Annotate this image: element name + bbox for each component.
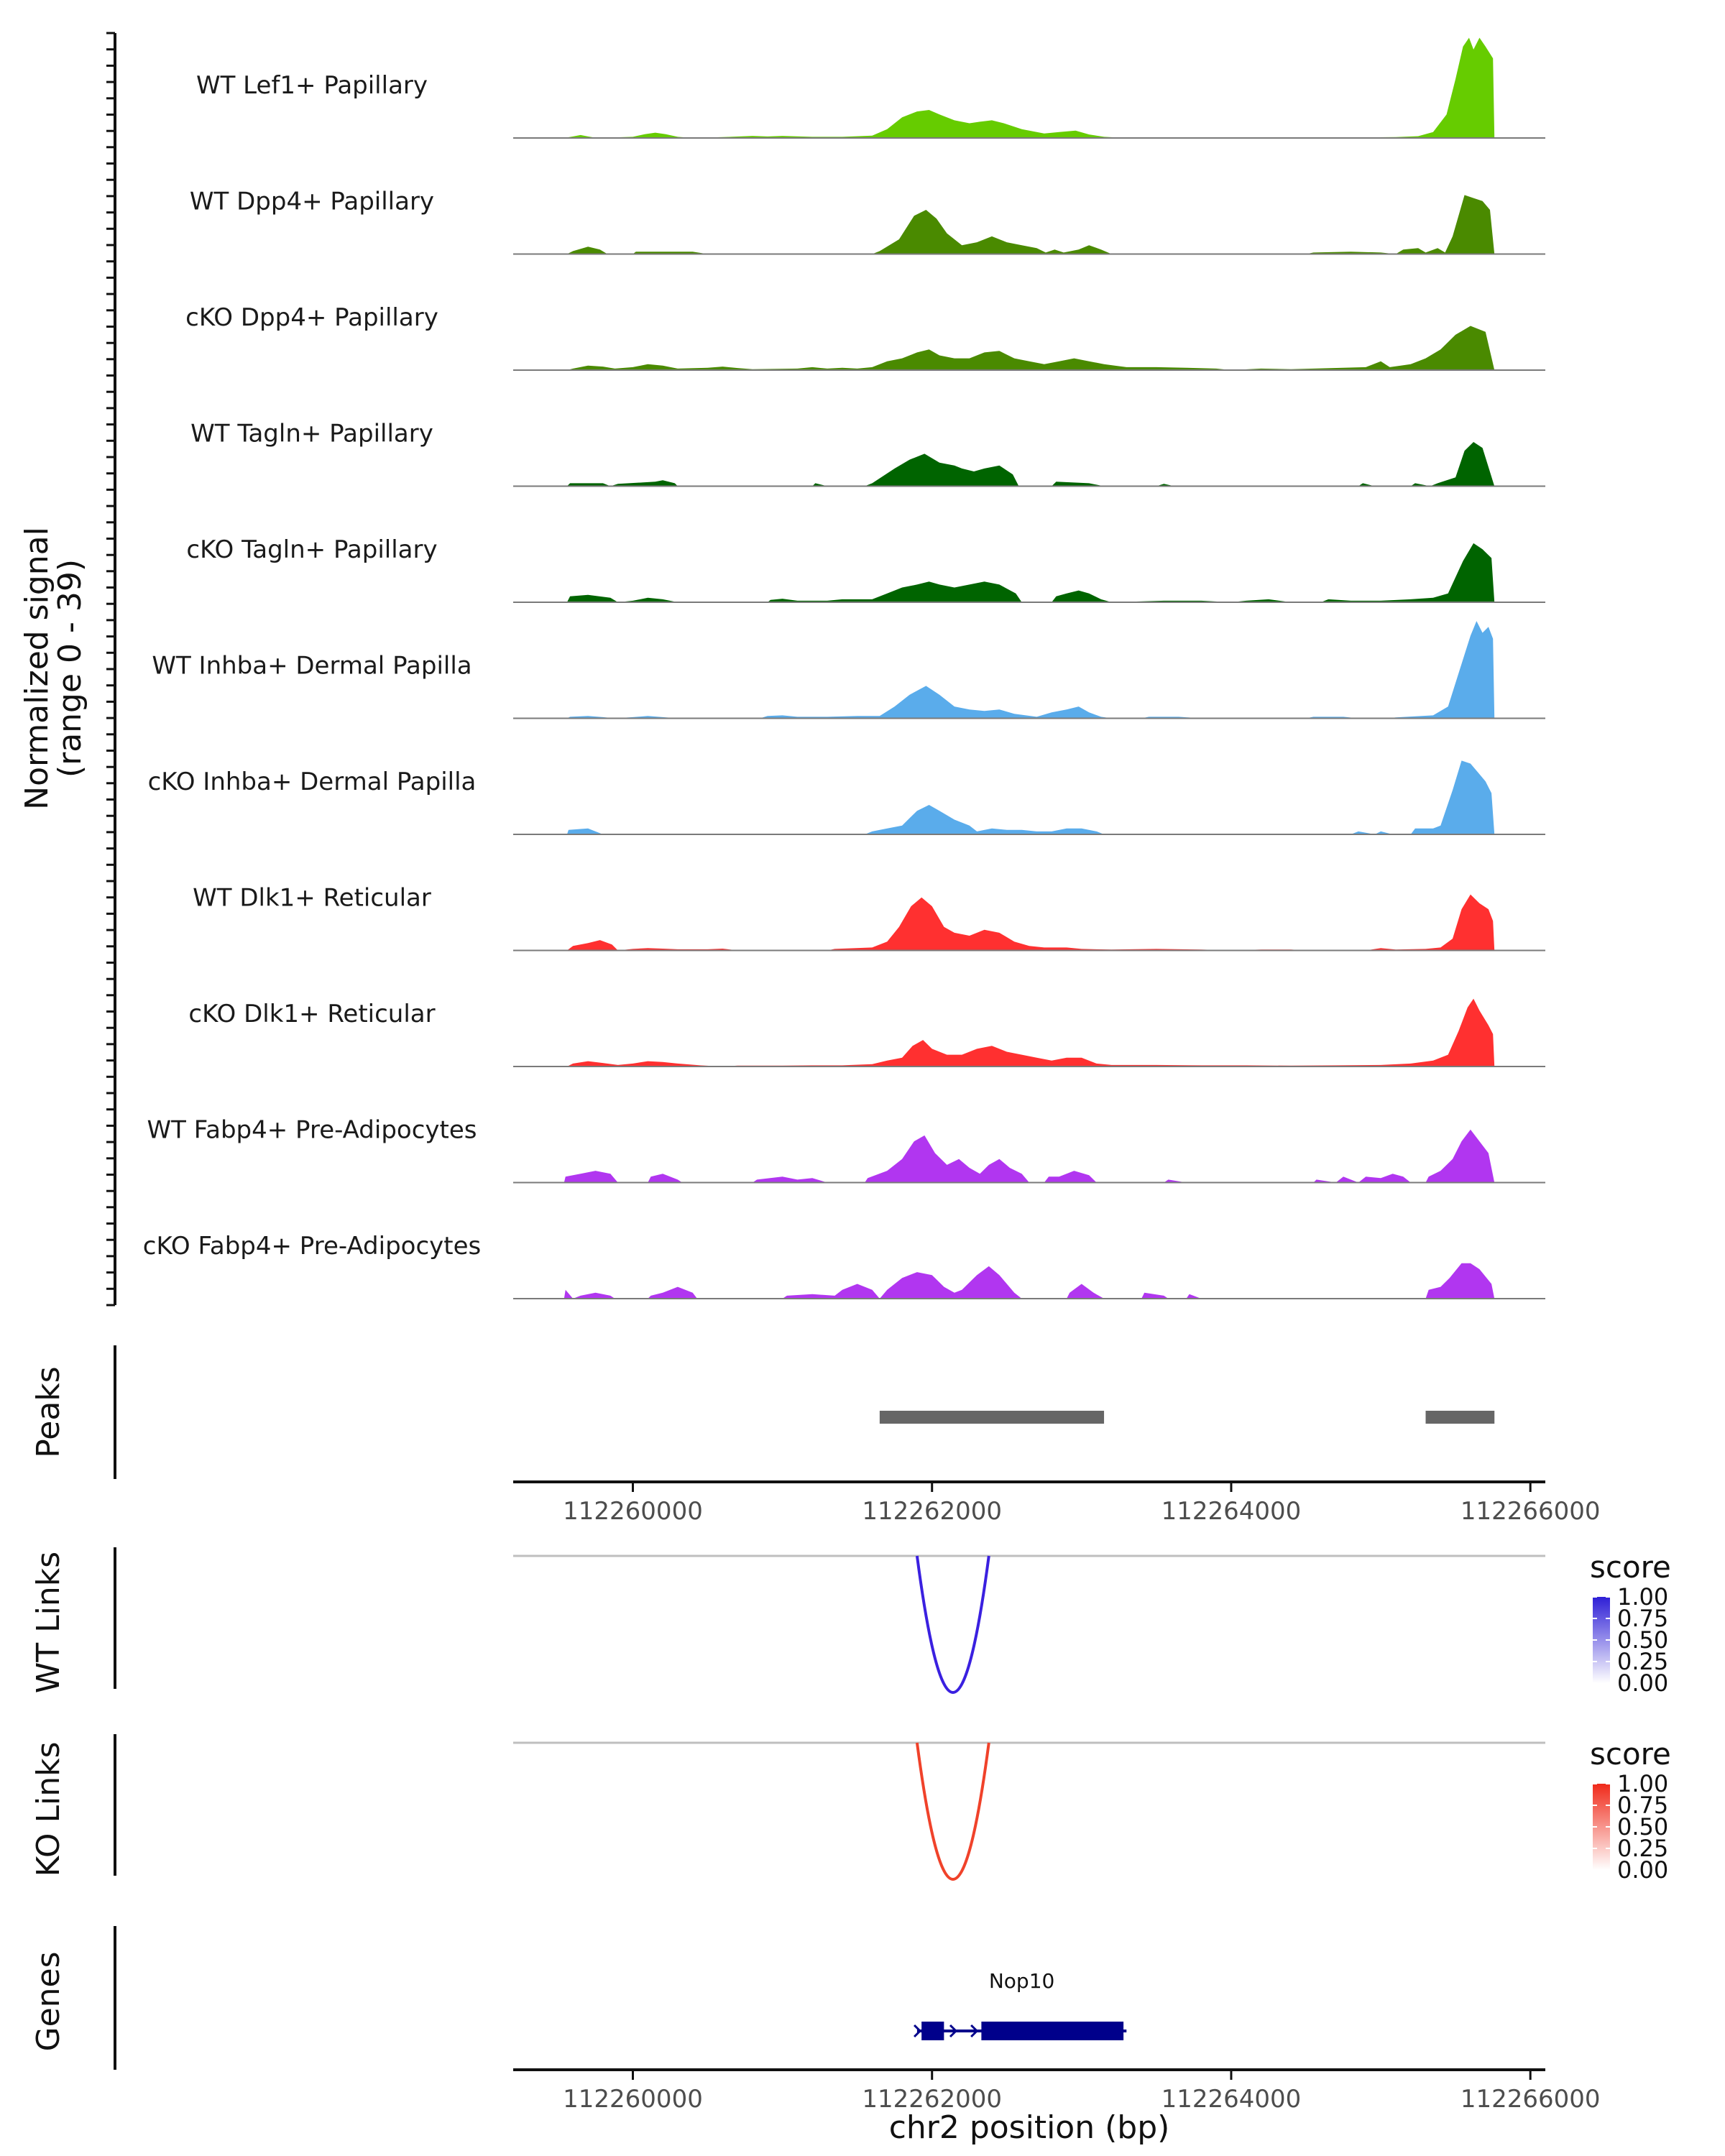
coverage-area-4 xyxy=(513,543,1545,602)
genes-y-label-group: Genes xyxy=(30,1951,67,2051)
track-label-7: WT Dlk1+ Reticular xyxy=(193,884,431,913)
track-3: WT Tagln+ Papillary xyxy=(190,420,1545,487)
coverage-area-8 xyxy=(513,998,1545,1067)
link-arc-0 xyxy=(915,1555,990,1694)
peak-bar-0 xyxy=(879,1411,1105,1424)
genes-x-tick-label-1: 112262000 xyxy=(862,2085,1002,2114)
gene-strand-arrow-2 xyxy=(970,2024,979,2038)
links-tracks: score1.000.750.500.250.00score1.000.750.… xyxy=(513,1549,1671,1884)
score-legend-tick-label-1-2: 0.50 xyxy=(1617,1813,1668,1841)
genes-track: Nop10 xyxy=(914,1969,1127,2040)
score-legend-tick-label-1-0: 1.00 xyxy=(1617,1770,1668,1797)
gene-exon-1 xyxy=(981,2022,1124,2040)
coverage-y-label: Normalized signal(range 0 - 39) xyxy=(19,527,88,810)
track-label-8: cKO Dlk1+ Reticular xyxy=(188,1000,435,1028)
links-1-y-label: KO Links xyxy=(30,1741,67,1876)
coverage-area-3 xyxy=(513,442,1545,487)
gene-exon-0 xyxy=(921,2022,944,2040)
coverage-area-2 xyxy=(513,326,1545,370)
genes-x-tick-label-2: 112264000 xyxy=(1162,2085,1302,2114)
coverage-area-10 xyxy=(513,1263,1545,1299)
genes-x-tick-label-3: 112266000 xyxy=(1460,2085,1601,2114)
links-0-y-label: WT Links xyxy=(30,1552,67,1693)
coverage-y-label-line2: (range 0 - 39) xyxy=(52,559,88,778)
coverage-area-7 xyxy=(513,894,1545,951)
peaks-x-tick-label-0: 112260000 xyxy=(563,1497,703,1526)
track-8: cKO Dlk1+ Reticular xyxy=(188,998,1545,1067)
links-1-y-label-group: KO Links xyxy=(30,1741,67,1876)
track-10: cKO Fabp4+ Pre-Adipocytes xyxy=(143,1232,1545,1299)
gene-strand-arrow-1 xyxy=(949,2024,958,2038)
track-6: cKO Inhba+ Dermal Papilla xyxy=(148,760,1545,835)
track-0: WT Lef1+ Papillary xyxy=(196,37,1545,139)
track-label-0: WT Lef1+ Papillary xyxy=(196,71,428,100)
track-label-3: WT Tagln+ Papillary xyxy=(190,420,433,448)
track-9: WT Fabp4+ Pre-Adipocytes xyxy=(147,1116,1545,1184)
track-label-1: WT Dpp4+ Papillary xyxy=(190,188,434,216)
peaks-y-label-group: Peaks xyxy=(30,1366,67,1457)
coverage-y-label-line1: Normalized signal xyxy=(19,527,55,810)
score-legend-title-0: score xyxy=(1590,1549,1671,1585)
peaks-x-tick-label-1: 112262000 xyxy=(862,1497,1002,1526)
score-legend-tick-label-1-1: 0.75 xyxy=(1617,1792,1668,1819)
genes-x-tick-label-0: 112260000 xyxy=(563,2085,703,2114)
genes-y-label: Genes xyxy=(30,1951,67,2051)
x-axis-title: chr2 position (bp) xyxy=(889,2109,1170,2146)
track-5: WT Inhba+ Dermal Papilla xyxy=(152,621,1545,719)
score-legend-tick-label-0-4: 0.00 xyxy=(1617,1669,1668,1697)
track-label-5: WT Inhba+ Dermal Papilla xyxy=(152,652,472,681)
coverage-area-6 xyxy=(513,760,1545,834)
peaks-x-tick-label-3: 112266000 xyxy=(1460,1497,1601,1526)
links-0-y-label-group: WT Links xyxy=(30,1552,67,1693)
coverage-tracks: WT Lef1+ Papillary WT Dpp4+ Papillary cKO … xyxy=(143,37,1545,1299)
track-4: cKO Tagln+ Papillary xyxy=(186,535,1545,603)
score-legend-tick-label-1-3: 0.25 xyxy=(1617,1835,1668,1862)
score-legend-tick-label-1-4: 0.00 xyxy=(1617,1856,1668,1884)
track-2: cKO Dpp4+ Papillary xyxy=(185,303,1545,371)
score-legend-tick-label-0-1: 0.75 xyxy=(1617,1605,1668,1632)
score-legend-title-1: score xyxy=(1590,1736,1671,1772)
track-label-10: cKO Fabp4+ Pre-Adipocytes xyxy=(143,1232,482,1261)
score-legend-tick-label-0-2: 0.50 xyxy=(1617,1626,1668,1654)
link-arc-1 xyxy=(915,1742,990,1881)
track-label-9: WT Fabp4+ Pre-Adipocytes xyxy=(147,1116,477,1145)
track-label-6: cKO Inhba+ Dermal Papilla xyxy=(148,768,477,796)
coverage-area-1 xyxy=(513,195,1545,254)
track-1: WT Dpp4+ Papillary xyxy=(190,188,1545,255)
gene-name-label: Nop10 xyxy=(989,1969,1054,1993)
score-legend-tick-label-0-0: 1.00 xyxy=(1617,1583,1668,1611)
peak-bar-1 xyxy=(1425,1411,1495,1424)
track-label-2: cKO Dpp4+ Papillary xyxy=(185,303,438,332)
track-7: WT Dlk1+ Reticular xyxy=(193,884,1545,952)
gene-strand-arrow-0 xyxy=(914,2024,922,2038)
score-legend-tick-label-0-3: 0.25 xyxy=(1617,1648,1668,1675)
coverage-area-5 xyxy=(513,621,1545,719)
track-label-4: cKO Tagln+ Papillary xyxy=(186,535,437,564)
coverage-area-9 xyxy=(513,1129,1545,1183)
peaks-x-tick-label-2: 112264000 xyxy=(1162,1497,1302,1526)
peaks-track xyxy=(879,1411,1495,1424)
coverage-area-0 xyxy=(513,37,1545,138)
axes-layer: Normalized signal(range 0 - 39) Peaks 1122… xyxy=(19,32,1601,2146)
peaks-y-label: Peaks xyxy=(30,1366,67,1457)
